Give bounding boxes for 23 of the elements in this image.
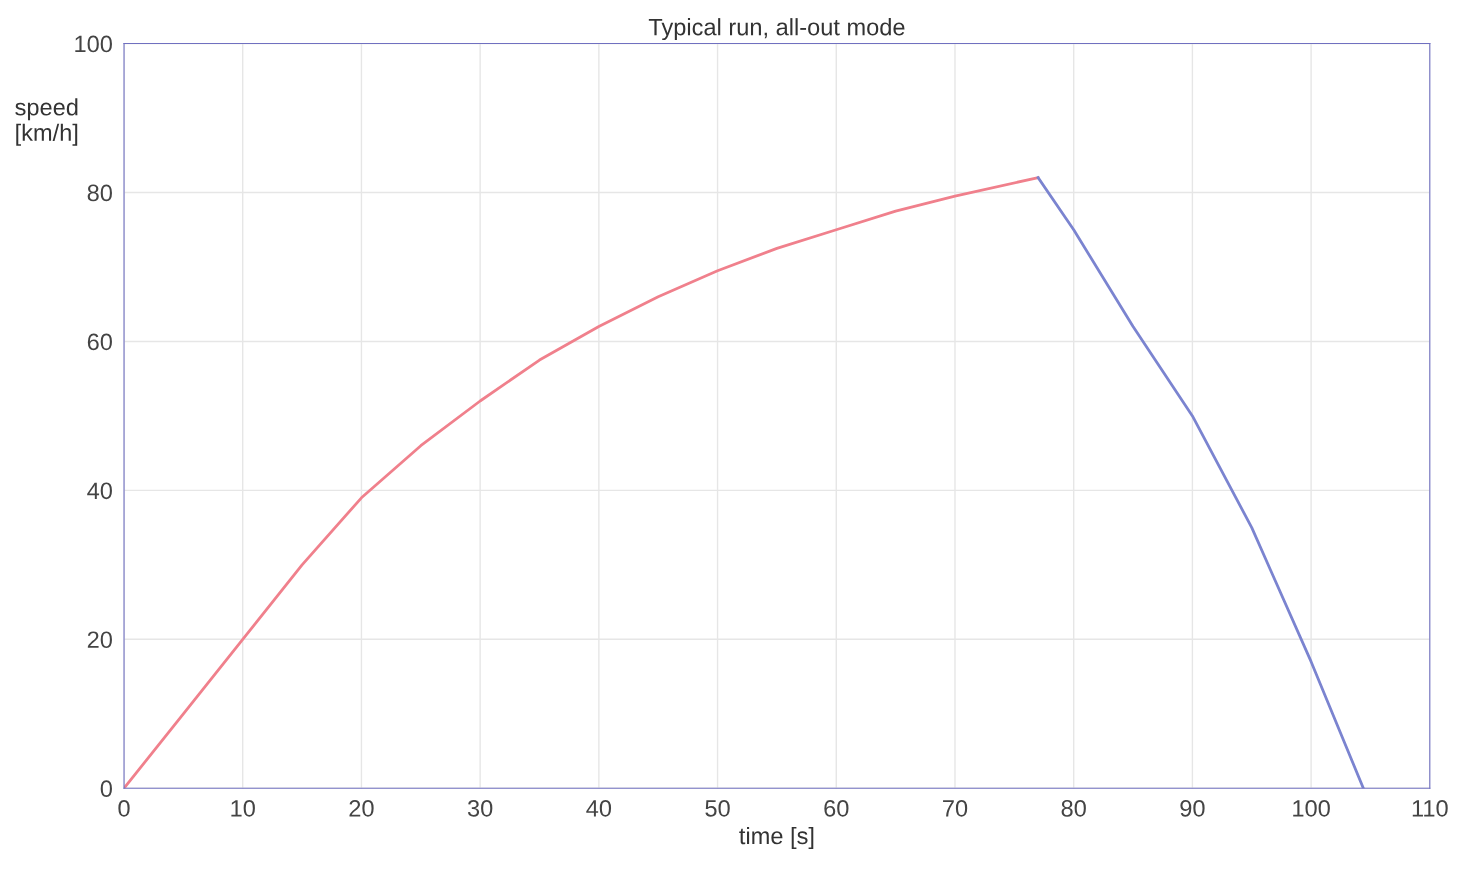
x-tick-label: 110 xyxy=(1412,799,1448,817)
x-tick-label: 100 xyxy=(1293,799,1330,817)
x-tick-label: 40 xyxy=(586,799,612,817)
y-tick-label: 100 xyxy=(75,35,112,53)
y-tick-label: 20 xyxy=(87,631,112,649)
x-tick-label: 80 xyxy=(1061,799,1086,817)
x-tick-label: 10 xyxy=(231,799,255,817)
x-tick-label: 30 xyxy=(467,799,493,817)
y-tick-label: 0 xyxy=(100,780,112,798)
x-tick-label: 0 xyxy=(118,799,130,817)
y-axis-title: speed [km/h] xyxy=(15,98,78,146)
line-series xyxy=(124,176,1040,789)
y-tick-label: 80 xyxy=(87,184,112,202)
y-tick-label: 40 xyxy=(87,482,112,500)
chart-title: Typical run, all-out mode xyxy=(648,18,905,41)
x-tick-label: 20 xyxy=(349,799,374,817)
x-axis-title: time [s] xyxy=(739,826,814,849)
x-tick-label: 60 xyxy=(824,799,849,817)
line-series xyxy=(1036,176,1365,789)
x-tick-label: 90 xyxy=(1180,799,1205,817)
y-tick-label: 60 xyxy=(87,333,112,351)
x-tick-label: 70 xyxy=(943,799,968,817)
x-tick-label: 50 xyxy=(705,799,730,817)
